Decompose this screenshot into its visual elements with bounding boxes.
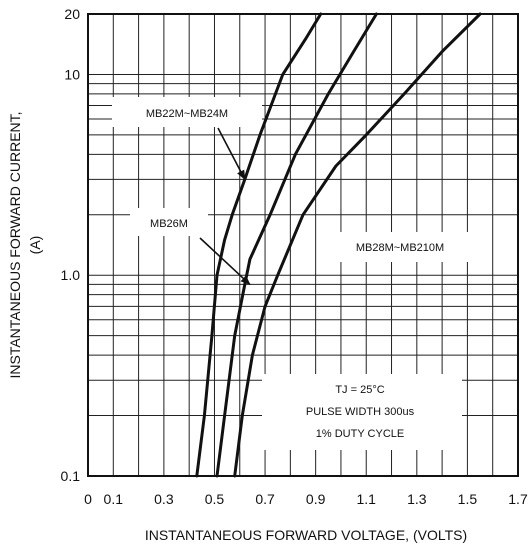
y-tick-label: 10 — [64, 66, 80, 82]
note-tj: TJ = 25°C — [335, 384, 384, 396]
label-mb28m-mb210m: MB28M~MB210M — [356, 242, 444, 254]
notes-bg — [262, 374, 462, 450]
x-tick-label: 0.3 — [154, 491, 174, 507]
x-axis-title: INSTANTANEOUS FORWARD VOLTAGE, (VOLTS) — [145, 527, 467, 543]
x-tick-label: 1.5 — [458, 491, 478, 507]
label-mb22m-mb24m: MB22M~MB24M — [146, 108, 228, 120]
series-curve-3 — [233, 12, 482, 478]
label-bg-mb26 — [130, 208, 208, 236]
x-tick-label: 0.9 — [306, 491, 326, 507]
series — [195, 12, 482, 478]
x-tick-label: 0.7 — [255, 491, 275, 507]
series-curve-1 — [195, 12, 323, 478]
x-tick-label: 1.3 — [407, 491, 427, 507]
y-tick-label: 20 — [64, 6, 80, 22]
label-bg-mb28 — [330, 232, 470, 262]
series-curve-2 — [215, 12, 378, 478]
x-tick-label: 1.1 — [357, 491, 377, 507]
y-axis-title-line2: (A) — [27, 236, 43, 255]
x-tick-label: 0 — [84, 491, 92, 507]
note-duty-cycle: 1% DUTY CYCLE — [316, 428, 404, 440]
x-tick-label: 0.1 — [104, 491, 124, 507]
arrow-mb26m — [199, 237, 251, 286]
arrow-mb22m-mb24m — [217, 127, 246, 181]
x-tick-label: 0.5 — [205, 491, 225, 507]
label-mb26m: MB26M — [150, 218, 188, 230]
y-tick-label: 1.0 — [61, 267, 81, 283]
x-tick-label: 1.7 — [508, 491, 528, 507]
note-pulse-width: PULSE WIDTH 300us — [306, 406, 415, 418]
label-bg-mb22 — [112, 97, 262, 127]
y-axis-title-line1: INSTANTANEOUS FORWARD CURRENT, — [7, 111, 23, 378]
y-tick-label: 0.1 — [61, 468, 81, 484]
plot-frame — [87, 13, 519, 477]
